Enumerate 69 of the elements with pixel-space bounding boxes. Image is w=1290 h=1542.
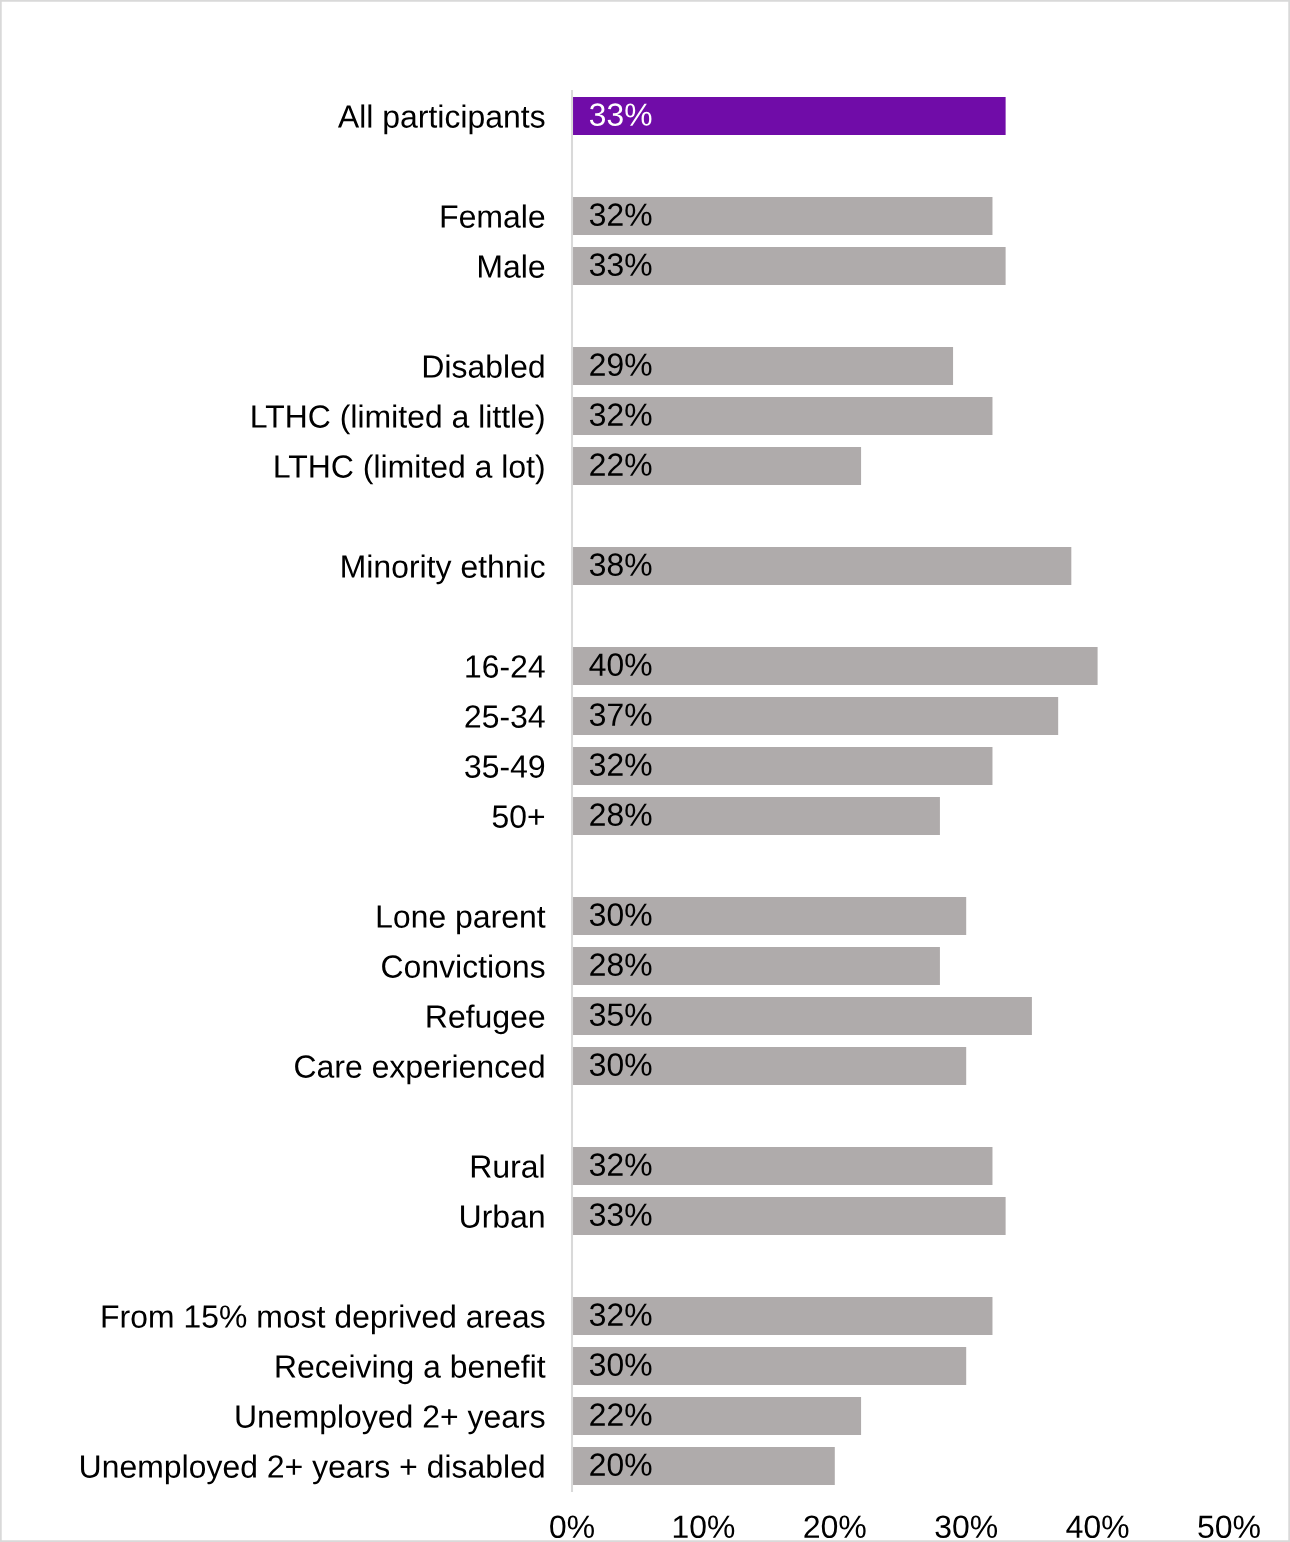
bar <box>572 1347 967 1385</box>
y-tick-label: All participants <box>337 104 545 135</box>
y-tick-label: Lone parent <box>377 905 546 935</box>
y-tick-label: Rural <box>471 1154 544 1178</box>
bar <box>572 947 940 985</box>
data-label: 33% <box>589 253 652 276</box>
data-label: 20% <box>590 1453 652 1476</box>
data-label: 40% <box>589 653 652 676</box>
y-tick-label: 25-34 <box>465 705 545 728</box>
data-label: 32% <box>589 403 652 426</box>
bar <box>572 897 967 935</box>
data-label: 30% <box>589 1053 652 1076</box>
bar <box>572 997 1032 1035</box>
x-tick-label: 10% <box>673 1515 735 1539</box>
data-label: 32% <box>589 203 652 226</box>
data-label: 22% <box>590 1403 652 1426</box>
y-tick-label: Convictions <box>382 954 545 978</box>
y-tick-label: Female <box>441 204 545 228</box>
y-tick-label: From 15% most deprived areas <box>102 1304 545 1335</box>
y-tick-label: Disabled <box>423 354 544 378</box>
bar <box>572 447 862 485</box>
y-tick-label: 50+ <box>492 805 545 828</box>
y-tick-label: Urban <box>461 1204 544 1228</box>
bar <box>572 1297 993 1335</box>
bar <box>572 1397 862 1435</box>
data-label: 33% <box>589 1203 652 1226</box>
bar <box>572 797 940 835</box>
bar <box>572 1197 1006 1235</box>
data-label: 32% <box>589 1153 652 1176</box>
y-tick-label: Care experienced <box>295 1054 544 1085</box>
x-tick-label: 50% <box>1198 1515 1260 1539</box>
data-label: 33% <box>589 103 652 126</box>
bar <box>572 1147 993 1185</box>
bar <box>572 397 993 435</box>
data-label: 28% <box>590 803 652 826</box>
y-tick-label: Male <box>479 254 545 278</box>
data-label: 32% <box>589 753 652 776</box>
data-label: 28% <box>590 953 652 976</box>
y-tick-label: 16-24 <box>466 655 545 678</box>
bar <box>572 247 1006 285</box>
x-tick-label: 40% <box>1066 1515 1129 1539</box>
y-tick-label: Unemployed 2+ years <box>236 1404 545 1435</box>
y-tick-label: LTHC (limited a lot) <box>275 454 544 485</box>
y-tick-label: LTHC (limited a little) <box>252 404 544 435</box>
bar <box>572 647 1098 685</box>
y-tick-label: Receiving a benefit <box>276 1354 546 1385</box>
x-tick-label: 30% <box>935 1515 998 1539</box>
bar <box>572 347 954 385</box>
bar <box>572 197 993 235</box>
data-label: 35% <box>589 1003 652 1026</box>
data-label: 30% <box>589 1353 652 1376</box>
y-tick-label: Unemployed 2+ years + disabled <box>81 1454 544 1485</box>
bar <box>572 547 1072 585</box>
y-tick-label: Refugee <box>427 1004 545 1035</box>
bar <box>572 697 1059 735</box>
data-label: 37% <box>589 703 652 726</box>
bar <box>572 97 1006 135</box>
data-label: 38% <box>589 553 652 576</box>
y-tick-label: 35-49 <box>465 755 545 778</box>
bar <box>572 747 993 785</box>
x-tick-label: 20% <box>804 1515 866 1539</box>
data-label: 30% <box>589 903 652 926</box>
data-label: 29% <box>590 353 652 376</box>
data-label: 32% <box>589 1303 652 1326</box>
data-label: 22% <box>590 453 652 476</box>
bar <box>572 1047 967 1085</box>
bar <box>572 1447 835 1485</box>
x-tick-label: 0% <box>550 1515 594 1539</box>
y-tick-label: Minority ethnic <box>342 554 545 585</box>
